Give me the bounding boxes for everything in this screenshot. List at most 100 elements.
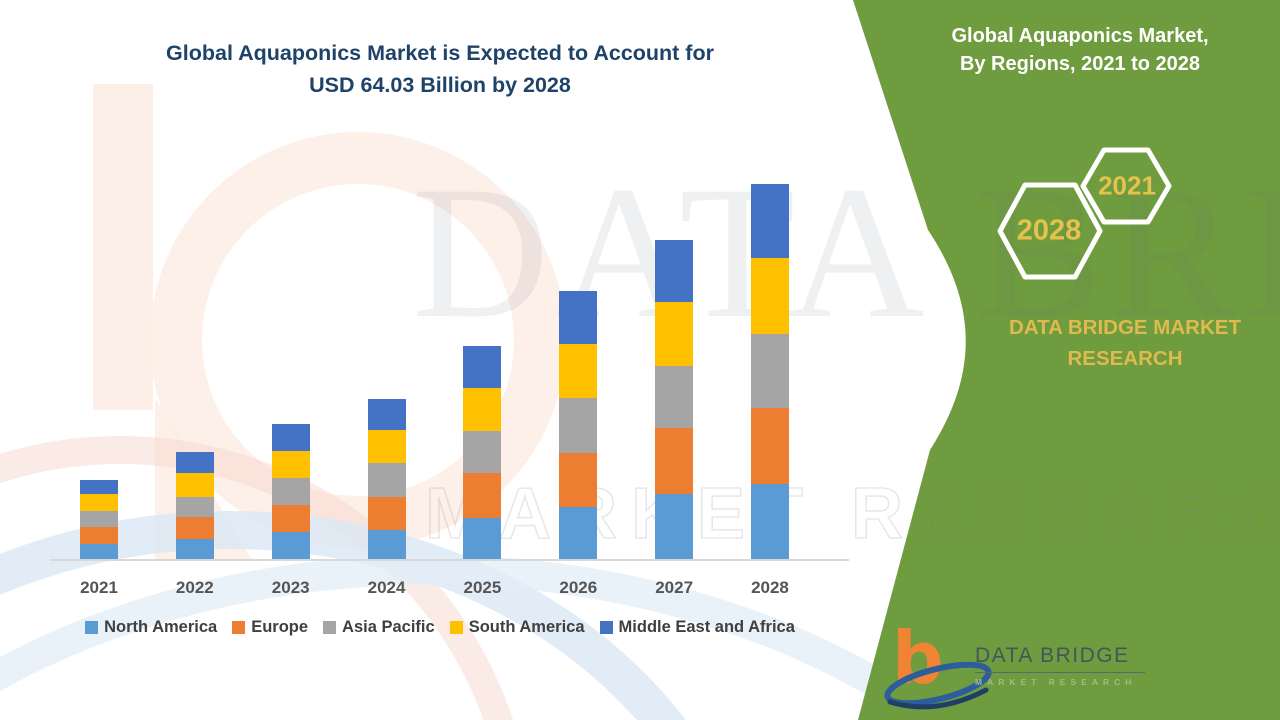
bar-segment-europe bbox=[175, 516, 214, 539]
bar-segment-asia-pacific bbox=[80, 510, 118, 527]
stacked-bar-2026 bbox=[559, 291, 598, 560]
bar-segment-south-america bbox=[271, 450, 310, 479]
logo-name: DATA BRIDGE bbox=[975, 644, 1145, 673]
legend-label: Asia Pacific bbox=[342, 618, 435, 636]
bar-segment-north-america bbox=[463, 518, 502, 560]
logo-ellipse bbox=[884, 661, 992, 707]
hexagon-year-2021: 2021 bbox=[1098, 170, 1156, 201]
legend-marker-icon bbox=[599, 621, 613, 634]
company-logo: b DATA BRIDGE MARKET RESEARCH bbox=[884, 622, 1220, 714]
bar-segment-middle-east-and-africa bbox=[175, 451, 214, 474]
x-axis-line bbox=[50, 559, 849, 561]
bar-segment-south-america bbox=[655, 302, 694, 366]
sidebar-brand-text: DATA BRIDGE MARKET RESEARCH bbox=[960, 312, 1280, 374]
bar-segment-south-america bbox=[367, 430, 406, 464]
bar-segment-europe bbox=[463, 472, 502, 519]
plot-area: 2021 2022 2023 2024 2025 2026 2027 2028 bbox=[80, 184, 789, 597]
legend-marker-icon bbox=[232, 621, 246, 634]
x-axis-label-2025: 2025 bbox=[463, 578, 502, 597]
bar-segment-asia-pacific bbox=[175, 496, 214, 517]
x-axis-label-2022: 2022 bbox=[175, 578, 214, 597]
logo-tagline: MARKET RESEARCH bbox=[975, 677, 1137, 687]
bar-segment-north-america bbox=[175, 538, 214, 560]
legend-label: North America bbox=[104, 618, 218, 636]
stacked-bar-2025 bbox=[463, 345, 502, 560]
logo-swoosh-icon bbox=[884, 661, 992, 710]
x-axis-label-2028: 2028 bbox=[751, 578, 789, 597]
logo-text-block: DATA BRIDGE MARKET RESEARCH bbox=[975, 644, 1145, 687]
bar-segment-asia-pacific bbox=[271, 478, 310, 505]
bar-segment-middle-east-and-africa bbox=[367, 398, 406, 431]
bar-segment-middle-east-and-africa bbox=[80, 479, 118, 494]
watermark-blue-swoosh bbox=[0, 511, 686, 720]
sidebar-title-line1: Global Aquaponics Market, bbox=[951, 25, 1209, 47]
legend-item-north-america: North America bbox=[85, 618, 217, 637]
bar-segment-middle-east-and-africa bbox=[750, 184, 789, 259]
sidebar-title-line2: By Regions, 2021 to 2028 bbox=[959, 53, 1201, 75]
stacked-bar-2022 bbox=[175, 451, 214, 560]
legend-label: Middle East and Africa bbox=[618, 618, 795, 636]
bar-segment-europe bbox=[271, 504, 310, 533]
legend-label: South America bbox=[468, 618, 585, 636]
bar-segment-europe bbox=[750, 408, 789, 485]
watermark-b-bowl bbox=[150, 132, 566, 548]
stacked-bar-2024 bbox=[367, 398, 406, 560]
legend: North America Europe Asia Pacific South Ame… bbox=[30, 618, 850, 637]
bar-segment-south-america bbox=[463, 387, 502, 431]
watermark-b-stem bbox=[93, 84, 153, 410]
chart-title-line1: Global Aquaponics Market is Expected to … bbox=[166, 41, 714, 65]
bar-segment-europe bbox=[655, 427, 694, 494]
bar-segment-north-america bbox=[655, 493, 694, 560]
bar-segment-asia-pacific bbox=[367, 463, 406, 497]
bar-segment-south-america bbox=[559, 343, 598, 398]
chart-title-line2: USD 64.03 Billion by 2028 bbox=[309, 73, 571, 97]
logo-underswoosh bbox=[887, 687, 989, 710]
bar-segment-asia-pacific bbox=[463, 430, 502, 473]
green-sidebar-path bbox=[853, 0, 1280, 720]
bar-segment-europe bbox=[559, 452, 598, 507]
stacked-bar-2027 bbox=[655, 240, 694, 560]
sidebar-brand-line2: RESEARCH bbox=[1067, 347, 1183, 370]
legend-item-asia-pacific: Asia Pacific bbox=[323, 618, 435, 637]
x-axis-label-2023: 2023 bbox=[271, 578, 310, 597]
bar-segment-north-america bbox=[750, 484, 789, 560]
bar-segment-asia-pacific bbox=[750, 333, 789, 409]
bar-segment-south-america bbox=[750, 258, 789, 334]
bar-segment-asia-pacific bbox=[655, 365, 694, 428]
hexagon-year-2028: 2028 bbox=[1016, 214, 1082, 247]
sidebar-title: Global Aquaponics Market, By Regions, 20… bbox=[900, 22, 1260, 78]
bar-segment-middle-east-and-africa bbox=[655, 240, 694, 303]
stacked-bar-2023 bbox=[271, 423, 310, 560]
stacked-bar-2028 bbox=[750, 184, 789, 560]
legend-item-europe: Europe bbox=[232, 618, 308, 637]
x-axis-label-2027: 2027 bbox=[655, 578, 694, 597]
legend-marker-icon bbox=[85, 621, 99, 634]
bar-segment-north-america bbox=[271, 532, 310, 560]
legend-marker-icon bbox=[323, 621, 337, 634]
bar-segment-south-america bbox=[80, 493, 118, 511]
bar-segment-middle-east-and-africa bbox=[271, 423, 310, 451]
x-axis-label-2026: 2026 bbox=[559, 578, 598, 597]
chart-title: Global Aquaponics Market is Expected to … bbox=[0, 37, 880, 101]
sidebar-brand-line1: DATA BRIDGE MARKET bbox=[1009, 316, 1241, 339]
x-axis-label-2021: 2021 bbox=[80, 578, 118, 597]
bar-segment-europe bbox=[80, 526, 118, 544]
legend-label: Europe bbox=[251, 618, 309, 636]
bar-segment-north-america bbox=[559, 506, 598, 560]
bar-segment-south-america bbox=[175, 473, 214, 497]
bar-segment-middle-east-and-africa bbox=[463, 345, 502, 388]
bar-segment-north-america bbox=[367, 530, 406, 560]
x-axis-label-2024: 2024 bbox=[367, 578, 406, 597]
legend-item-south-america: South America bbox=[449, 618, 585, 637]
legend-marker-icon bbox=[449, 621, 463, 634]
bar-segment-middle-east-and-africa bbox=[559, 291, 598, 344]
bar-segment-asia-pacific bbox=[559, 397, 598, 453]
bar-segment-europe bbox=[367, 496, 406, 531]
stacked-bar-2021 bbox=[80, 479, 118, 560]
watermark-red-swoosh bbox=[0, 436, 513, 720]
watermark-blue-swoosh-outer bbox=[0, 555, 958, 720]
bar-segment-north-america bbox=[80, 543, 118, 560]
legend-item-middle-east-and-africa: Middle East and Africa bbox=[599, 618, 795, 637]
